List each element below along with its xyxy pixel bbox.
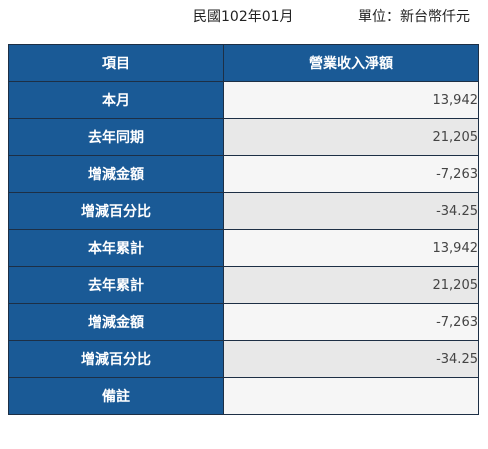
report-header: 民國102年01月 單位：新台幣仟元 [0, 0, 488, 32]
table-row: 本月 13,942 [8, 81, 479, 119]
row-label: 增減金額 [8, 155, 224, 193]
row-label: 去年同期 [8, 118, 224, 156]
table-row: 去年累計 21,205 [8, 266, 479, 304]
row-label: 本月 [8, 81, 224, 119]
row-label: 本年累計 [8, 229, 224, 267]
row-label: 增減百分比 [8, 192, 224, 230]
row-value: 21,205 [223, 266, 479, 304]
table-row: 去年同期 21,205 [8, 118, 479, 156]
row-value: 13,942 [223, 81, 479, 119]
row-value: 13,942 [223, 229, 479, 267]
column-header-item: 項目 [8, 44, 224, 82]
row-value: -7,263 [223, 303, 479, 341]
row-value: 21,205 [223, 118, 479, 156]
table-row: 本年累計 13,942 [8, 229, 479, 267]
row-label: 去年累計 [8, 266, 224, 304]
table-header-row: 項目 營業收入淨額 [8, 44, 479, 82]
row-label: 增減百分比 [8, 340, 224, 378]
table-row: 增減百分比 -34.25 [8, 192, 479, 230]
row-value: -7,263 [223, 155, 479, 193]
row-label: 增減金額 [8, 303, 224, 341]
table-row: 增減百分比 -34.25 [8, 340, 479, 378]
table-row: 增減金額 -7,263 [8, 155, 479, 193]
remarks-value [223, 377, 479, 415]
row-value: -34.25 [223, 192, 479, 230]
row-label: 備註 [8, 377, 224, 415]
row-value: -34.25 [223, 340, 479, 378]
table-row-remarks: 備註 [8, 377, 479, 415]
revenue-table: 項目 營業收入淨額 本月 13,942 去年同期 21,205 增減金額 -7,… [8, 44, 479, 415]
report-period: 民國102年01月 [193, 9, 294, 25]
currency-unit: 單位：新台幣仟元 [358, 9, 470, 25]
table-row: 增減金額 -7,263 [8, 303, 479, 341]
column-header-net-revenue: 營業收入淨額 [223, 44, 479, 82]
